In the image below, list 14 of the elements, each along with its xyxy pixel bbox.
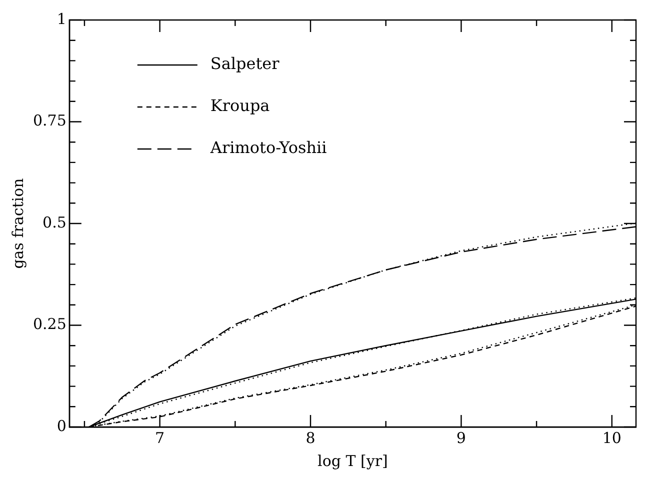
x-tick-label: 7 [155,428,165,447]
legend-label: Salpeter [210,54,280,74]
x-tick-label: 8 [306,428,316,447]
legend-label: Arimoto-Yoshii [209,138,327,158]
y-tick-label: 0.25 [32,315,66,334]
x-axis-title: log T [yr] [318,452,388,470]
y-axis-title: gas fraction [8,178,27,269]
y-tick-label: 1 [56,10,66,28]
x-tick-label: 9 [456,428,466,447]
y-tick-label: 0 [56,416,66,435]
y-tick-label: 0.75 [32,112,66,130]
x-tick-label: 10 [602,428,622,447]
legend-label: Kroupa [210,96,270,116]
y-tick-label: 0.5 [42,213,66,232]
